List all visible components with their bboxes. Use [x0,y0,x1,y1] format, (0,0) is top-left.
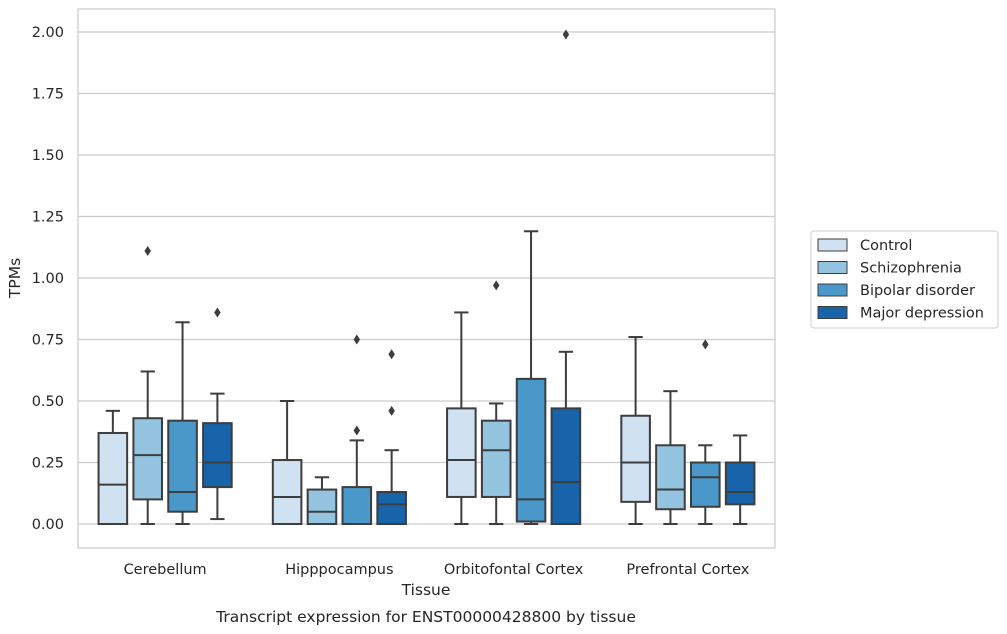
x-tick-label: Prefrontal Cortex [626,562,749,578]
y-tick-label: 1.25 [32,210,64,226]
outlier-point [144,245,151,256]
legend: Control Schizophrenia Bipolar disorder Majo… [810,230,999,329]
y-tick-label: 0.75 [32,333,64,349]
box-body [515,377,547,523]
box-body [655,444,686,511]
legend-frame [810,230,999,329]
outlier-point [492,280,500,291]
outlier-point [353,425,361,436]
box-bipolar-disorder-0 [167,321,198,525]
legend-swatch [817,238,848,252]
box-bipolar-disorder-2 [515,230,547,525]
outlier-point [388,405,395,416]
box-body [306,488,338,525]
box-major-depression-3 [724,434,756,525]
box-body [167,419,198,513]
y-tick-label: 2.00 [32,25,64,41]
box-schizophrenia-2 [480,280,512,525]
box-control-0 [97,409,129,526]
y-tick-label: 1.75 [32,87,64,103]
box-body [132,417,163,501]
y-tick-labels: 0.00 0.25 0.50 0.75 1.00 1.25 1.50 1.75 2.00 [32,25,64,533]
box-control-3 [620,336,651,525]
box-body [550,407,582,526]
y-axis-label: TPMs [6,258,24,299]
legend-swatch [817,283,848,297]
box-body [446,407,477,498]
plot-frame [77,8,776,549]
box-bipolar-disorder-1 [341,334,373,526]
gridlines [78,31,775,525]
y-tick-label: 0.25 [32,456,64,472]
x-axis-label: Tissue [401,581,451,599]
outlier-point [562,29,570,40]
box-body [376,491,407,525]
legend-label: Major depression [860,306,984,322]
box-body [341,486,373,526]
legend-swatch [817,261,848,274]
x-tick-label: Orbitofontal Cortex [444,562,584,578]
outlier-point [702,339,709,350]
box-schizophrenia-3 [655,390,686,525]
outlier-point [214,307,221,318]
legend-label: Control [860,238,912,254]
y-tick-label: 0.00 [32,517,64,533]
box-major-depression-1 [376,349,407,525]
box-body [724,461,756,506]
chart-caption: Transcript expression for ENST0000042880… [215,608,636,626]
box-schizophrenia-1 [306,476,338,525]
box-body [202,422,233,489]
boxes [97,29,756,526]
box-body [480,419,512,498]
x-tick-labels: Cerebellum Hipppocampus Orbitofontal Corte… [124,562,750,578]
box-major-depression-0 [202,307,233,521]
y-tick-label: 0.50 [32,394,64,410]
box-body [620,414,651,503]
y-tick-label: 1.50 [32,148,64,164]
box-body [97,431,129,526]
box-control-1 [271,400,303,526]
legend-swatch [817,306,848,319]
legend-label: Schizophrenia [860,261,962,277]
legend-label: Bipolar disorder [860,283,975,299]
box-major-depression-2 [550,29,582,526]
outlier-point [388,349,395,360]
box-bipolar-disorder-3 [690,339,721,525]
box-body [271,459,303,526]
box-control-2 [446,311,477,525]
outlier-point [353,334,361,345]
x-tick-label: Hipppocampus [285,562,393,578]
box-schizophrenia-0 [132,245,163,525]
y-tick-label: 1.00 [32,271,64,287]
x-tick-label: Cerebellum [124,562,207,578]
box-body [690,461,721,508]
